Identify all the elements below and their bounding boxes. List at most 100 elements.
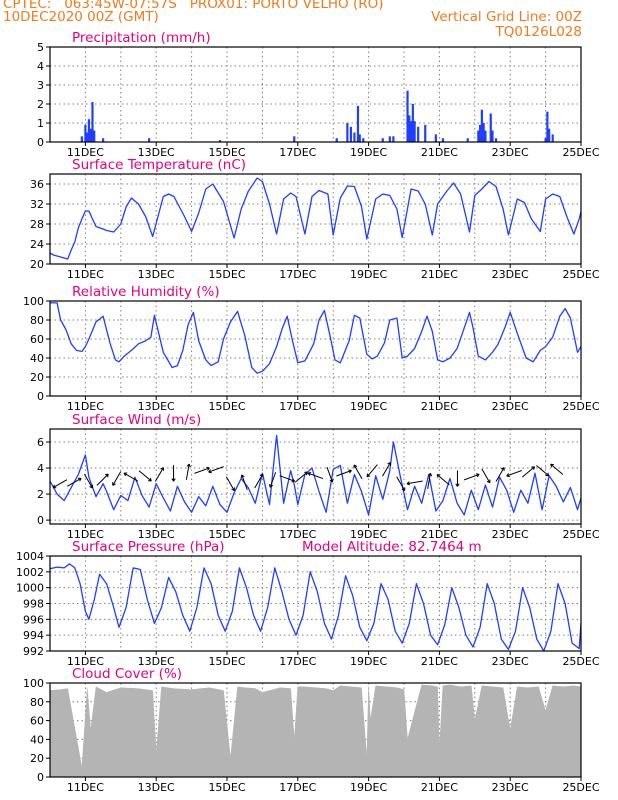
wind-arrow-head — [455, 483, 460, 487]
panel-title: Surface Pressure (hPa) — [72, 539, 225, 555]
precip-bar — [293, 136, 296, 142]
precip-bar — [466, 138, 469, 142]
y-tick-label: 3 — [37, 79, 44, 92]
wind-arrow-shaft — [112, 471, 122, 486]
wind-arrow-shaft — [154, 467, 164, 482]
y-tick-label: 80 — [30, 696, 44, 709]
wind-arrow — [138, 470, 152, 482]
precip-bar — [89, 128, 92, 142]
wind-arrow-head — [427, 472, 433, 477]
x-tick-label: 23DEC — [492, 400, 529, 413]
y-tick-label: 1002 — [16, 566, 44, 579]
precip-bar — [484, 130, 487, 142]
wind-arrow-head — [208, 469, 212, 474]
y-tick-label: 992 — [23, 645, 44, 658]
wind-arrow — [254, 473, 264, 489]
wind-arrow-head — [186, 463, 191, 468]
precip-bar — [551, 134, 554, 142]
series-line-humidity — [50, 302, 582, 374]
wind-arrow — [208, 466, 224, 474]
x-tick-label: 17DEC — [279, 528, 316, 541]
panel-title: Relative Humidity (%) — [72, 284, 220, 300]
y-tick-label: 60 — [30, 715, 44, 728]
x-tick-label: 13DEC — [138, 146, 175, 159]
precip-bar — [87, 119, 91, 142]
wind-arrow — [506, 470, 522, 478]
wind-arrow-shaft — [521, 466, 535, 478]
y-tick-label: 36 — [30, 178, 44, 191]
precip-bar — [489, 113, 492, 142]
precip-bar — [358, 134, 361, 142]
panel-humidity: 0 20 40 60 80 100 11DEC 13DEC 15DEC 17DEC 19DEC 21D… — [23, 284, 600, 413]
x-tick-label: 19DEC — [350, 146, 387, 159]
wind-arrow — [427, 472, 433, 490]
precip-bar — [362, 138, 365, 142]
x-tick-label: 25DEC — [562, 528, 599, 541]
wind-arrow-head — [240, 474, 245, 479]
precip-bar — [388, 136, 391, 142]
x-tick-label: 21DEC — [421, 400, 458, 413]
x-tick-label: 15DEC — [208, 655, 245, 668]
wind-arrow — [240, 474, 248, 491]
x-tick-label: 15DEC — [208, 781, 245, 794]
wind-arrow-shaft — [185, 463, 190, 480]
wind-arrow-shaft — [495, 467, 505, 482]
x-tick-label: 23DEC — [492, 268, 529, 281]
x-tick-label: 17DEC — [279, 146, 316, 159]
precip-bar — [548, 128, 551, 142]
wind-arrow — [225, 476, 235, 492]
y-tick-label: 0 — [37, 771, 44, 784]
wind-arrow — [463, 473, 480, 481]
x-tick-label: 11DEC — [67, 655, 104, 668]
wind-arrow-head — [259, 473, 264, 478]
x-tick-label: 17DEC — [279, 400, 316, 413]
wind-arrow-head — [304, 471, 308, 476]
x-tick-label: 15DEC — [208, 146, 245, 159]
wind-arrow-shaft — [382, 462, 391, 477]
wind-arrow-shaft — [427, 473, 431, 490]
wind-arrow-head — [89, 484, 94, 489]
wind-arrow-head — [406, 481, 411, 486]
wind-arrow-shaft — [225, 476, 235, 491]
precip-bar — [424, 124, 427, 142]
wind-arrow — [455, 470, 460, 487]
wind-arrow-head — [206, 466, 210, 471]
precip-bar — [413, 121, 416, 142]
wind-arrow — [279, 475, 296, 483]
x-tick-label: 13DEC — [138, 268, 175, 281]
wind-arrow — [521, 466, 536, 478]
wind-arrow — [326, 466, 334, 483]
y-tick-label: 100 — [23, 295, 44, 308]
panel-frame — [49, 46, 582, 143]
y-tick-label: 100 — [23, 677, 44, 690]
y-tick-label: 40 — [30, 352, 44, 365]
precip-bar — [335, 138, 338, 142]
wind-arrow-head — [148, 477, 152, 482]
x-tick-label: 13DEC — [138, 655, 175, 668]
wind-arrow — [154, 467, 164, 482]
wind-arrow — [353, 464, 363, 480]
x-tick-label: 11DEC — [67, 146, 104, 159]
wind-arrow — [112, 471, 122, 486]
panel-title: Cloud Cover (%) — [72, 666, 182, 682]
wind-arrow — [481, 468, 491, 484]
wind-arrow-shaft — [208, 466, 224, 473]
wind-arrow-head — [550, 463, 554, 468]
wind-arrow-head — [269, 484, 274, 488]
x-tick-label: 21DEC — [421, 528, 458, 541]
precip-bar — [494, 138, 498, 142]
wind-arrow — [366, 464, 378, 478]
y-tick-label: 1004 — [16, 550, 44, 563]
wind-arrow-head — [329, 478, 334, 483]
precip-bar — [480, 109, 483, 142]
x-tick-label: 11DEC — [67, 400, 104, 413]
x-tick-label: 13DEC — [138, 781, 175, 794]
precip-bar — [409, 121, 413, 142]
precip-bar — [544, 138, 547, 142]
precip-bar — [434, 134, 437, 142]
panel-cloud: 0 20 40 60 80 100 11DEC 13DEC 15DEC 17DEC 19DEC 21D… — [23, 666, 600, 794]
wind-arrow-head — [291, 478, 296, 483]
x-tick-label: 17DEC — [279, 655, 316, 668]
precip-bar — [102, 138, 105, 142]
wind-arrow-head — [52, 484, 57, 489]
